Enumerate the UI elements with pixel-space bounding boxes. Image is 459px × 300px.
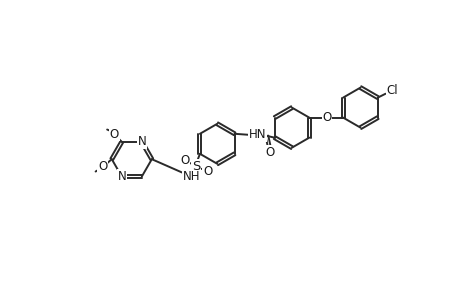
Text: NH: NH xyxy=(182,170,200,183)
Text: O: O xyxy=(202,165,212,178)
Text: N: N xyxy=(137,135,146,148)
Text: N: N xyxy=(117,170,126,183)
Text: O: O xyxy=(265,146,274,159)
Text: O: O xyxy=(322,111,331,124)
Text: O: O xyxy=(109,128,118,141)
Text: O: O xyxy=(179,154,189,167)
Text: Cl: Cl xyxy=(386,84,397,97)
Text: HN: HN xyxy=(248,128,266,141)
Text: S: S xyxy=(191,160,200,172)
Text: O: O xyxy=(98,160,107,173)
